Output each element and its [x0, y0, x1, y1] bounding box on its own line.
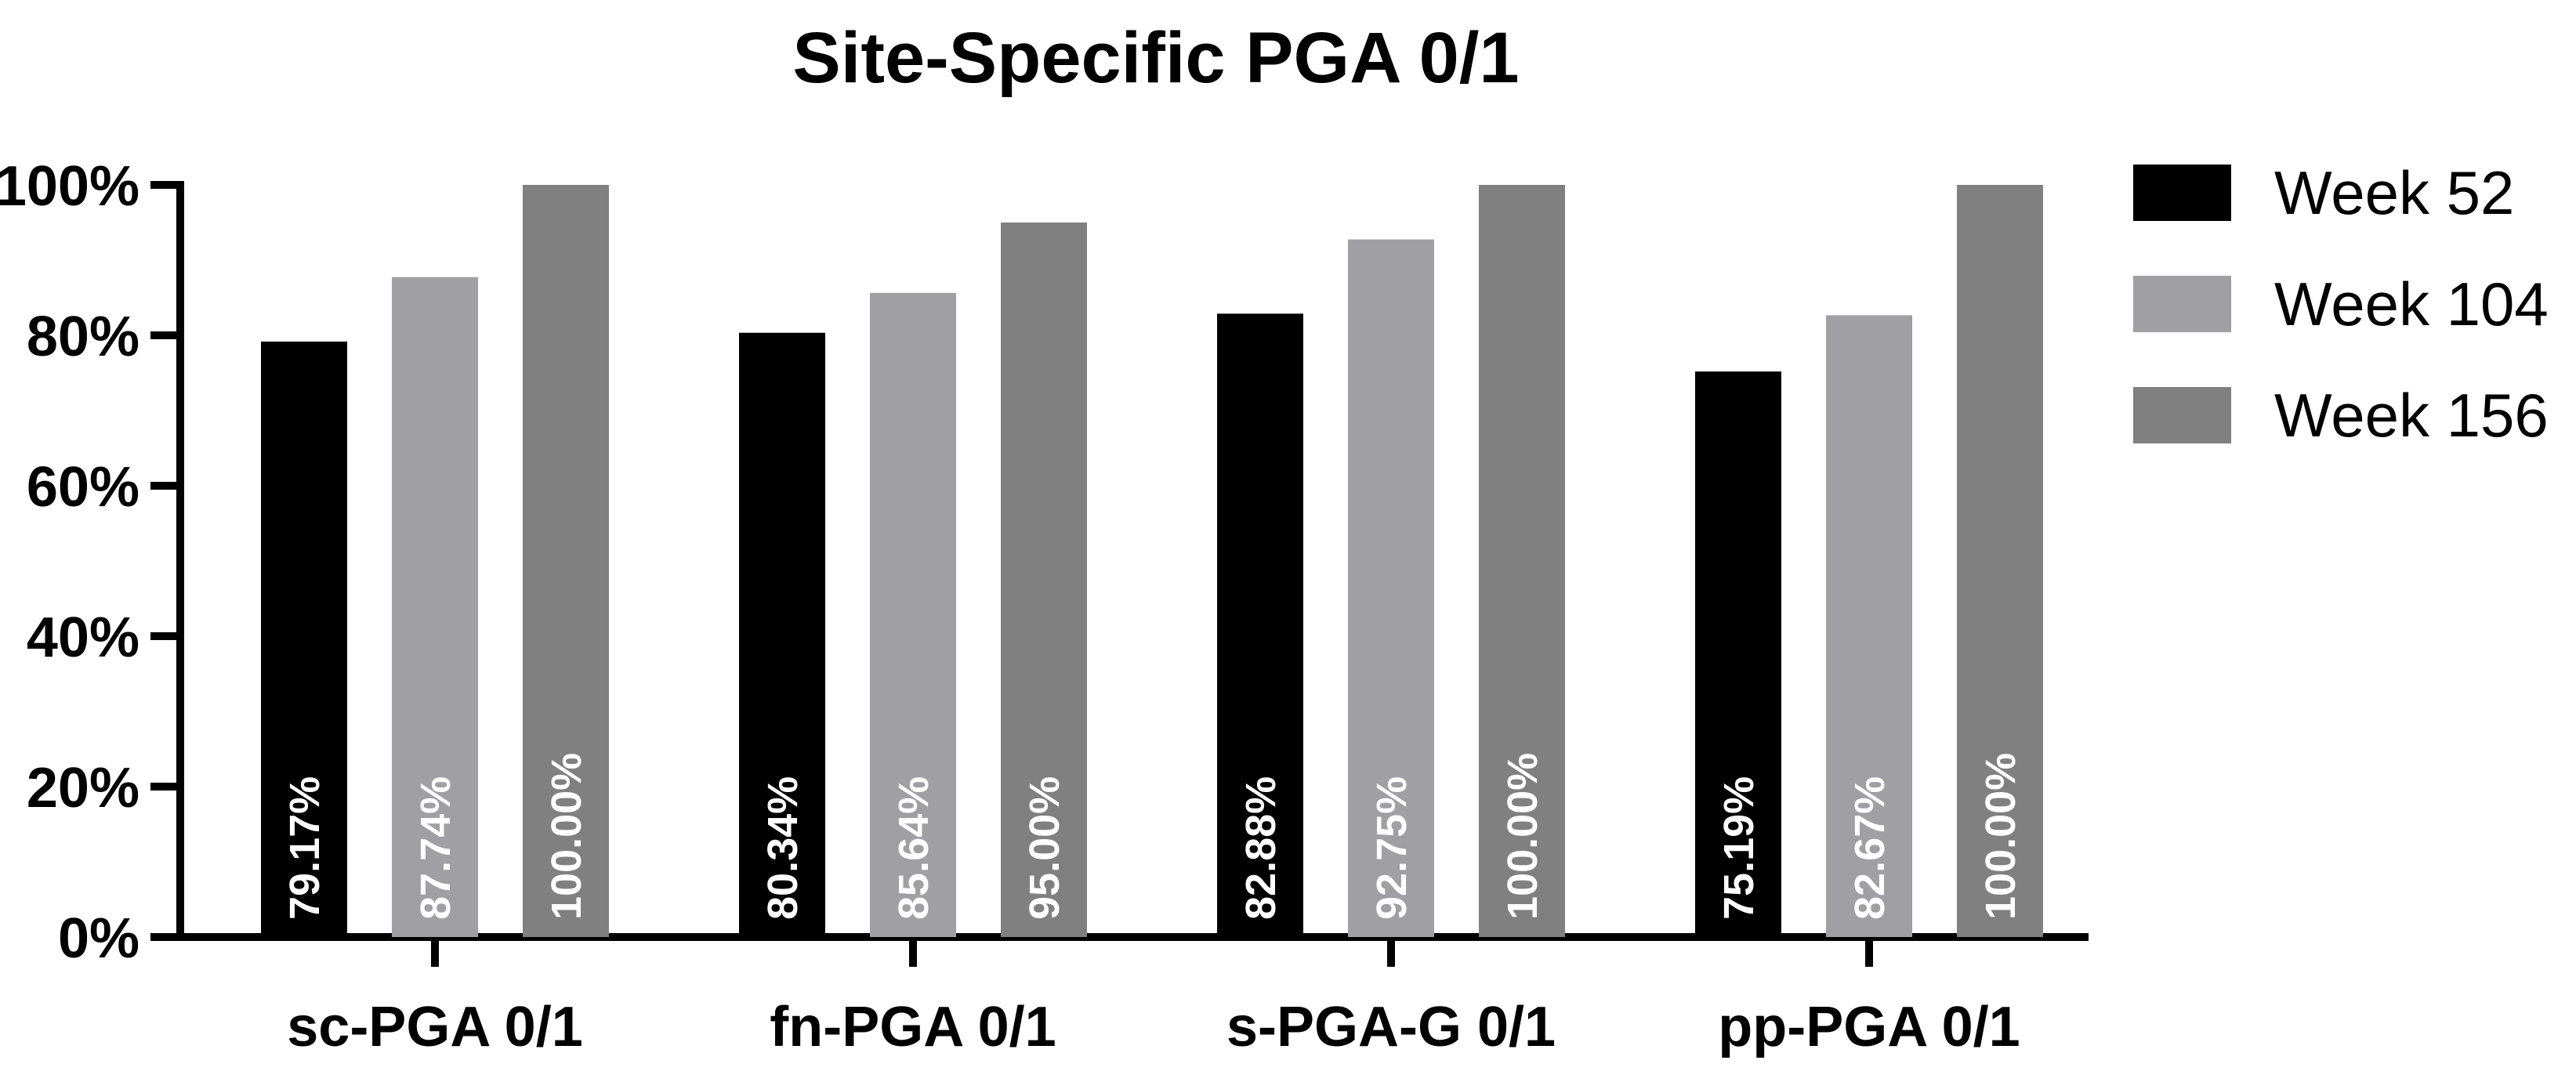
bar-2-4 [1826, 315, 1912, 937]
data-label: 80.34% [759, 776, 806, 920]
data-label: 100.00% [1499, 753, 1546, 920]
data-label: 75.19% [1716, 776, 1763, 920]
bar-3-4 [1957, 185, 2043, 937]
data-label: 95.00% [1021, 776, 1068, 920]
x-tick-label: s-PGA-G 0/1 [1226, 996, 1556, 1058]
data-label: 92.75% [1368, 776, 1415, 920]
legend-label: Week 156 [2274, 381, 2549, 450]
y-ticks: 0% 20% 40% 60% 80% 100% [0, 155, 180, 970]
legend-swatch [2133, 387, 2231, 443]
bar-2-2 [870, 292, 956, 938]
bar-2-3 [1348, 239, 1434, 938]
legend-label: Week 104 [2274, 270, 2549, 338]
y-tick-label: 20% [27, 757, 139, 820]
legend-swatch [2133, 165, 2231, 221]
bar-1-2 [739, 332, 825, 938]
y-tick-label: 80% [27, 306, 139, 368]
bar-3-3 [1479, 185, 1565, 937]
y-tick-label: 60% [27, 456, 139, 519]
x-tick-label: fn-PGA 0/1 [770, 996, 1056, 1058]
legend: Week 52 Week 104 Week 156 [2133, 158, 2549, 450]
legend-label: Week 52 [2274, 158, 2514, 227]
data-label: 87.74% [412, 776, 459, 920]
bar-3-2 [1001, 223, 1087, 937]
data-label: 82.67% [1846, 776, 1893, 920]
legend-swatch [2133, 276, 2231, 332]
data-label: 79.17% [281, 776, 328, 920]
data-label: 100.00% [1977, 753, 2024, 920]
bars: 79.17% 87.74% 100.00% 80.34% 85.64% 95.00% 82.… [261, 185, 2043, 938]
chart-title: Site-Specific PGA 0/1 [792, 18, 1519, 98]
bar-1-3 [1217, 313, 1303, 937]
y-tick-label: 40% [27, 606, 139, 669]
bar-2-1 [392, 277, 478, 937]
y-tick-label: 100% [0, 155, 139, 218]
data-label: 85.64% [890, 776, 937, 920]
bar-1-1 [261, 341, 347, 937]
x-tick-label: pp-PGA 0/1 [1718, 996, 2020, 1058]
bar-3-1 [523, 185, 609, 937]
data-label: 100.00% [543, 753, 590, 920]
x-tick-label: sc-PGA 0/1 [287, 996, 583, 1058]
x-categories: sc-PGA 0/1 fn-PGA 0/1 s-PGA-G 0/1 pp-PGA 0/… [287, 996, 2020, 1058]
bar-1-4 [1695, 371, 1781, 937]
y-tick-label: 0% [58, 907, 139, 970]
data-label: 82.88% [1237, 776, 1284, 920]
